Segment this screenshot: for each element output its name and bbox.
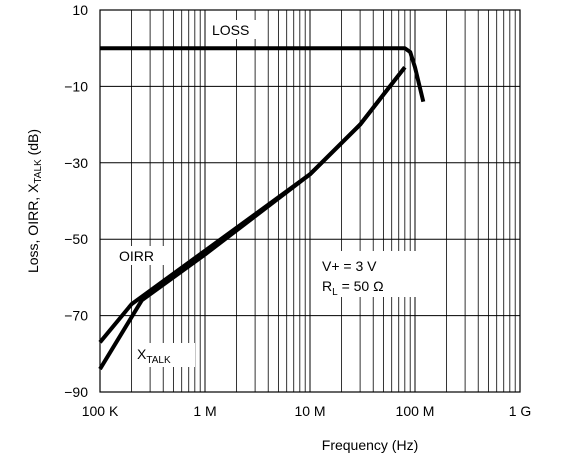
xtalk-label-bg [133, 343, 195, 367]
x-tick-label: 1 G [509, 403, 532, 419]
x-tick-label: 10 M [294, 403, 325, 419]
y-tick-label: −30 [64, 155, 88, 171]
oirr-label-bg [116, 246, 166, 265]
y-tick-labels: 10 −10 −30 −50 −70 −90 [64, 2, 88, 400]
y-tick-label: 10 [72, 2, 88, 18]
grid [99, 9, 521, 393]
loss-label-bg [208, 20, 264, 39]
series-line-xtalk [98, 66, 407, 371]
plot-frame [99, 9, 521, 393]
y-tick-label: −70 [64, 308, 88, 324]
x-tick-label: 100 M [396, 403, 435, 419]
series-label-oirr: OIRR [119, 248, 154, 264]
conditions-box [318, 251, 416, 297]
series-line-oirr [98, 66, 407, 344]
y-axis-label: Loss, OIRR, XTALK (dB) [25, 129, 44, 273]
y-tick-label: −10 [64, 78, 88, 94]
series-label-loss: LOSS [212, 22, 249, 38]
y-tick-label: −90 [64, 384, 88, 400]
x-axis-label: Frequency (Hz) [322, 437, 418, 453]
x-tick-label: 1 M [193, 403, 216, 419]
series-lines [98, 46, 426, 371]
annotation-vplus: V+ = 3 V [322, 258, 377, 274]
series-line-loss [100, 46, 426, 103]
y-tick-label: −50 [64, 231, 88, 247]
x-tick-labels: 100 K 1 M 10 M 100 M 1 G [82, 403, 532, 419]
annotation-rl: RL = 50 Ω [322, 278, 384, 298]
x-tick-label: 100 K [82, 403, 119, 419]
series-label-xtalk: XTALK [137, 346, 171, 366]
